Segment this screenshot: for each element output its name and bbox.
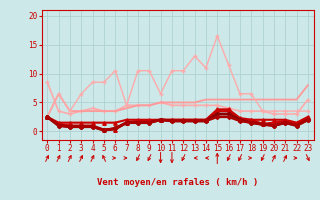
- X-axis label: Vent moyen/en rafales ( km/h ): Vent moyen/en rafales ( km/h ): [97, 178, 258, 187]
